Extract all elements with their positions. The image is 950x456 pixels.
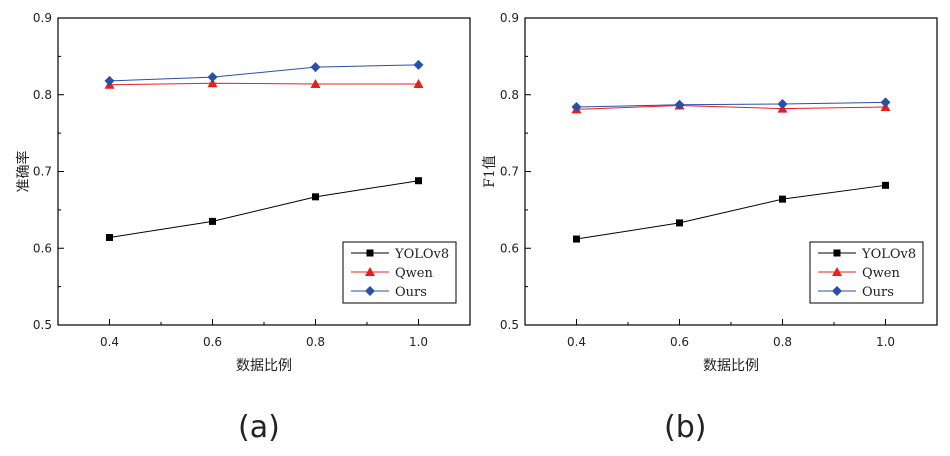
y-tick-label: 0.8 xyxy=(33,88,52,102)
legend-marker xyxy=(365,286,375,296)
legend-label: Qwen xyxy=(395,266,433,281)
legend-label: YOLOv8 xyxy=(861,247,916,262)
data-point xyxy=(779,195,786,203)
series-ours xyxy=(104,59,424,86)
series-line xyxy=(576,104,886,110)
legend-marker xyxy=(365,267,375,276)
y-tick-label: 0.7 xyxy=(500,165,519,179)
legend-marker xyxy=(832,267,842,276)
data-point xyxy=(415,177,422,185)
panel-label-a: (a) xyxy=(238,410,280,445)
data-point xyxy=(207,78,218,88)
x-tick-label: 0.8 xyxy=(773,335,792,349)
y-tick-label: 0.6 xyxy=(33,241,52,255)
data-point xyxy=(573,235,580,243)
panel-label-b: (b) xyxy=(664,410,707,445)
legend-label: YOLOv8 xyxy=(394,247,449,262)
series-line xyxy=(109,180,419,238)
series-line xyxy=(109,82,419,86)
data-point xyxy=(104,75,115,86)
legend-marker xyxy=(832,286,842,296)
y-tick-label: 0.6 xyxy=(500,241,519,255)
y-axis-label: 准确率 xyxy=(15,151,32,193)
series-line xyxy=(576,101,886,108)
series-line xyxy=(109,64,419,82)
y-tick-label: 0.9 xyxy=(500,11,519,25)
data-point xyxy=(312,193,319,201)
chart-panel-1: 0.5 0.6 0.7 0.8 0.9 0.4 0.6 0.8 1.0 数据比例 准确率 YOLOv8… xyxy=(15,11,471,374)
x-tick-label: 0.4 xyxy=(567,335,586,349)
data-point xyxy=(207,72,218,83)
data-point xyxy=(310,79,321,89)
data-point xyxy=(413,59,424,70)
legend-label: Qwen xyxy=(862,266,900,281)
x-tick-label: 0.6 xyxy=(670,335,689,349)
data-point xyxy=(676,219,683,227)
data-point xyxy=(106,234,113,242)
data-point xyxy=(777,98,788,109)
x-axis-label: 数据比例 xyxy=(703,358,759,374)
data-point xyxy=(674,99,685,110)
data-point xyxy=(310,62,321,73)
y-tick-label: 0.7 xyxy=(33,165,52,179)
series-yolov8 xyxy=(573,181,889,243)
series-yolov8 xyxy=(106,177,422,242)
x-axis-label: 数据比例 xyxy=(236,358,292,374)
data-point xyxy=(880,97,891,108)
x-tick-label: 0.4 xyxy=(100,335,119,349)
series-qwen xyxy=(571,100,891,114)
y-tick-label: 0.5 xyxy=(33,318,52,332)
y-axis-label: F1值 xyxy=(482,155,498,188)
series-line xyxy=(576,184,886,240)
series-qwen xyxy=(104,78,424,89)
x-tick-label: 1.0 xyxy=(876,335,895,349)
y-tick-label: 0.5 xyxy=(500,318,519,332)
chart-panel-2: 0.5 0.6 0.7 0.8 0.9 0.4 0.6 0.8 1.0 数据比例 F1值 YOLOv8… xyxy=(482,11,938,374)
data-point xyxy=(571,102,582,113)
legend: YOLOv8 Qwen Ours xyxy=(809,241,924,304)
legend: YOLOv8 Qwen Ours xyxy=(342,241,457,304)
x-tick-label: 0.6 xyxy=(203,335,222,349)
legend-label: Ours xyxy=(395,285,427,300)
x-tick-label: 0.8 xyxy=(306,335,325,349)
data-point xyxy=(413,79,424,89)
x-tick-label: 1.0 xyxy=(409,335,428,349)
legend-label: Ours xyxy=(862,285,894,300)
legend-marker xyxy=(833,249,841,257)
data-point xyxy=(209,217,216,225)
legend-marker xyxy=(366,249,374,257)
series-ours xyxy=(571,97,891,113)
y-tick-label: 0.9 xyxy=(33,11,52,25)
y-tick-label: 0.8 xyxy=(500,88,519,102)
data-point xyxy=(882,181,889,189)
